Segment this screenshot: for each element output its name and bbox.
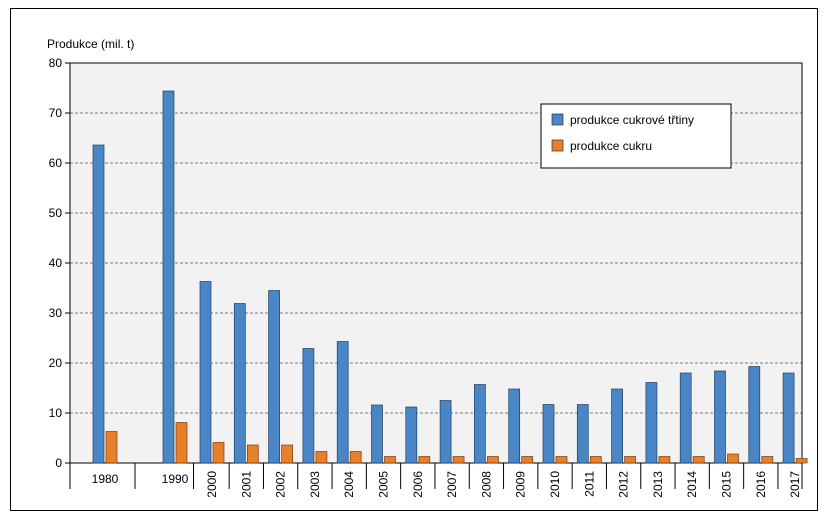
bar-cane-2004 [336, 341, 349, 464]
bar-cane-2016 [748, 366, 761, 464]
y-axis-title: Produkce (mil. t) [47, 37, 134, 51]
legend-swatch [551, 139, 564, 152]
bar-sugar-2017 [795, 458, 808, 464]
bar-sugar-2001 [246, 444, 259, 464]
x-tick-label: 2003 [308, 471, 322, 498]
bar-sugar-2000 [212, 442, 225, 464]
bar-sugar-2014 [692, 456, 705, 464]
x-tick-label: 2008 [479, 471, 493, 498]
bar-cane-2007 [439, 400, 452, 464]
bar-sugar-2012 [624, 456, 636, 464]
bar-sugar-2015 [727, 453, 739, 464]
bar-cane-2000 [199, 281, 212, 464]
y-tick-label: 0 [55, 456, 62, 470]
x-tick-label: 2002 [274, 471, 288, 498]
bar-sugar-1990 [175, 422, 188, 464]
y-tick-label: 40 [49, 256, 63, 270]
y-tick-label: 20 [49, 356, 63, 370]
bar-cane-2003 [302, 348, 315, 464]
bar-cane-2010 [542, 404, 555, 464]
y-tick-label: 30 [49, 306, 63, 320]
legend: produkce cukrové třtiny produkce cukru [540, 103, 732, 169]
legend-label: produkce cukrové třtiny [570, 113, 694, 127]
bar-sugar-2016 [761, 456, 774, 464]
x-tick-label: 2012 [617, 471, 631, 498]
legend-label: produkce cukru [570, 139, 652, 153]
x-tick-label: 2000 [205, 471, 219, 498]
x-tick-label: 2016 [754, 471, 768, 498]
x-tick-label: 1980 [92, 472, 119, 486]
x-tick-label: 2017 [788, 471, 802, 498]
bar-cane-2013 [645, 382, 658, 464]
bar-sugar-2009 [521, 456, 534, 464]
bar-sugar-2007 [452, 456, 465, 464]
bar-cane-1980 [92, 144, 105, 464]
bar-sugar-2003 [315, 451, 328, 464]
x-tick-label: 2009 [514, 471, 528, 498]
bar-cane-2014 [679, 372, 692, 464]
bar-sugar-2004 [349, 451, 362, 464]
x-tick-label: 2005 [377, 471, 391, 498]
bar-sugar-2010 [555, 456, 568, 464]
y-tick-label: 70 [49, 106, 63, 120]
x-tick-label: 2013 [651, 471, 665, 498]
bar-sugar-2011 [589, 456, 602, 464]
x-tick-label: 2011 [582, 471, 596, 497]
bar-cane-2009 [508, 388, 521, 464]
bar-cane-2011 [576, 404, 589, 464]
bar-cane-2001 [233, 303, 246, 464]
x-tick-label: 2015 [720, 471, 734, 498]
y-tick-label: 50 [49, 206, 63, 220]
bar-cane-2002 [268, 290, 280, 464]
bar-sugar-2005 [384, 456, 396, 464]
y-tick-label: 80 [49, 56, 63, 70]
y-tick-label: 10 [49, 406, 63, 420]
x-tick-label: 2007 [445, 471, 459, 498]
x-tick-label: 2004 [342, 471, 356, 498]
x-tick-label: 2010 [548, 471, 562, 498]
bar-cane-1990 [162, 90, 175, 464]
bar-sugar-2006 [418, 456, 431, 464]
bar-sugar-1980 [105, 431, 118, 464]
x-tick-label: 2014 [685, 471, 699, 498]
bar-cane-2006 [405, 406, 418, 464]
bar-sugar-2008 [487, 456, 499, 464]
plot-border [69, 62, 803, 464]
bar-cane-2008 [474, 384, 486, 464]
y-tick-label: 60 [49, 156, 63, 170]
legend-box [540, 103, 732, 169]
bar-sugar-2002 [281, 444, 293, 464]
x-tick-label: 1990 [162, 472, 189, 486]
bar-cane-2005 [371, 404, 383, 464]
legend-swatch [551, 113, 564, 126]
bar-cane-2015 [714, 370, 726, 464]
bar-sugar-2013 [658, 456, 671, 464]
bar-cane-2012 [611, 388, 623, 464]
x-tick-label: 2006 [411, 471, 425, 498]
bar-cane-2017 [782, 372, 795, 464]
x-tick-label: 2001 [239, 471, 253, 498]
